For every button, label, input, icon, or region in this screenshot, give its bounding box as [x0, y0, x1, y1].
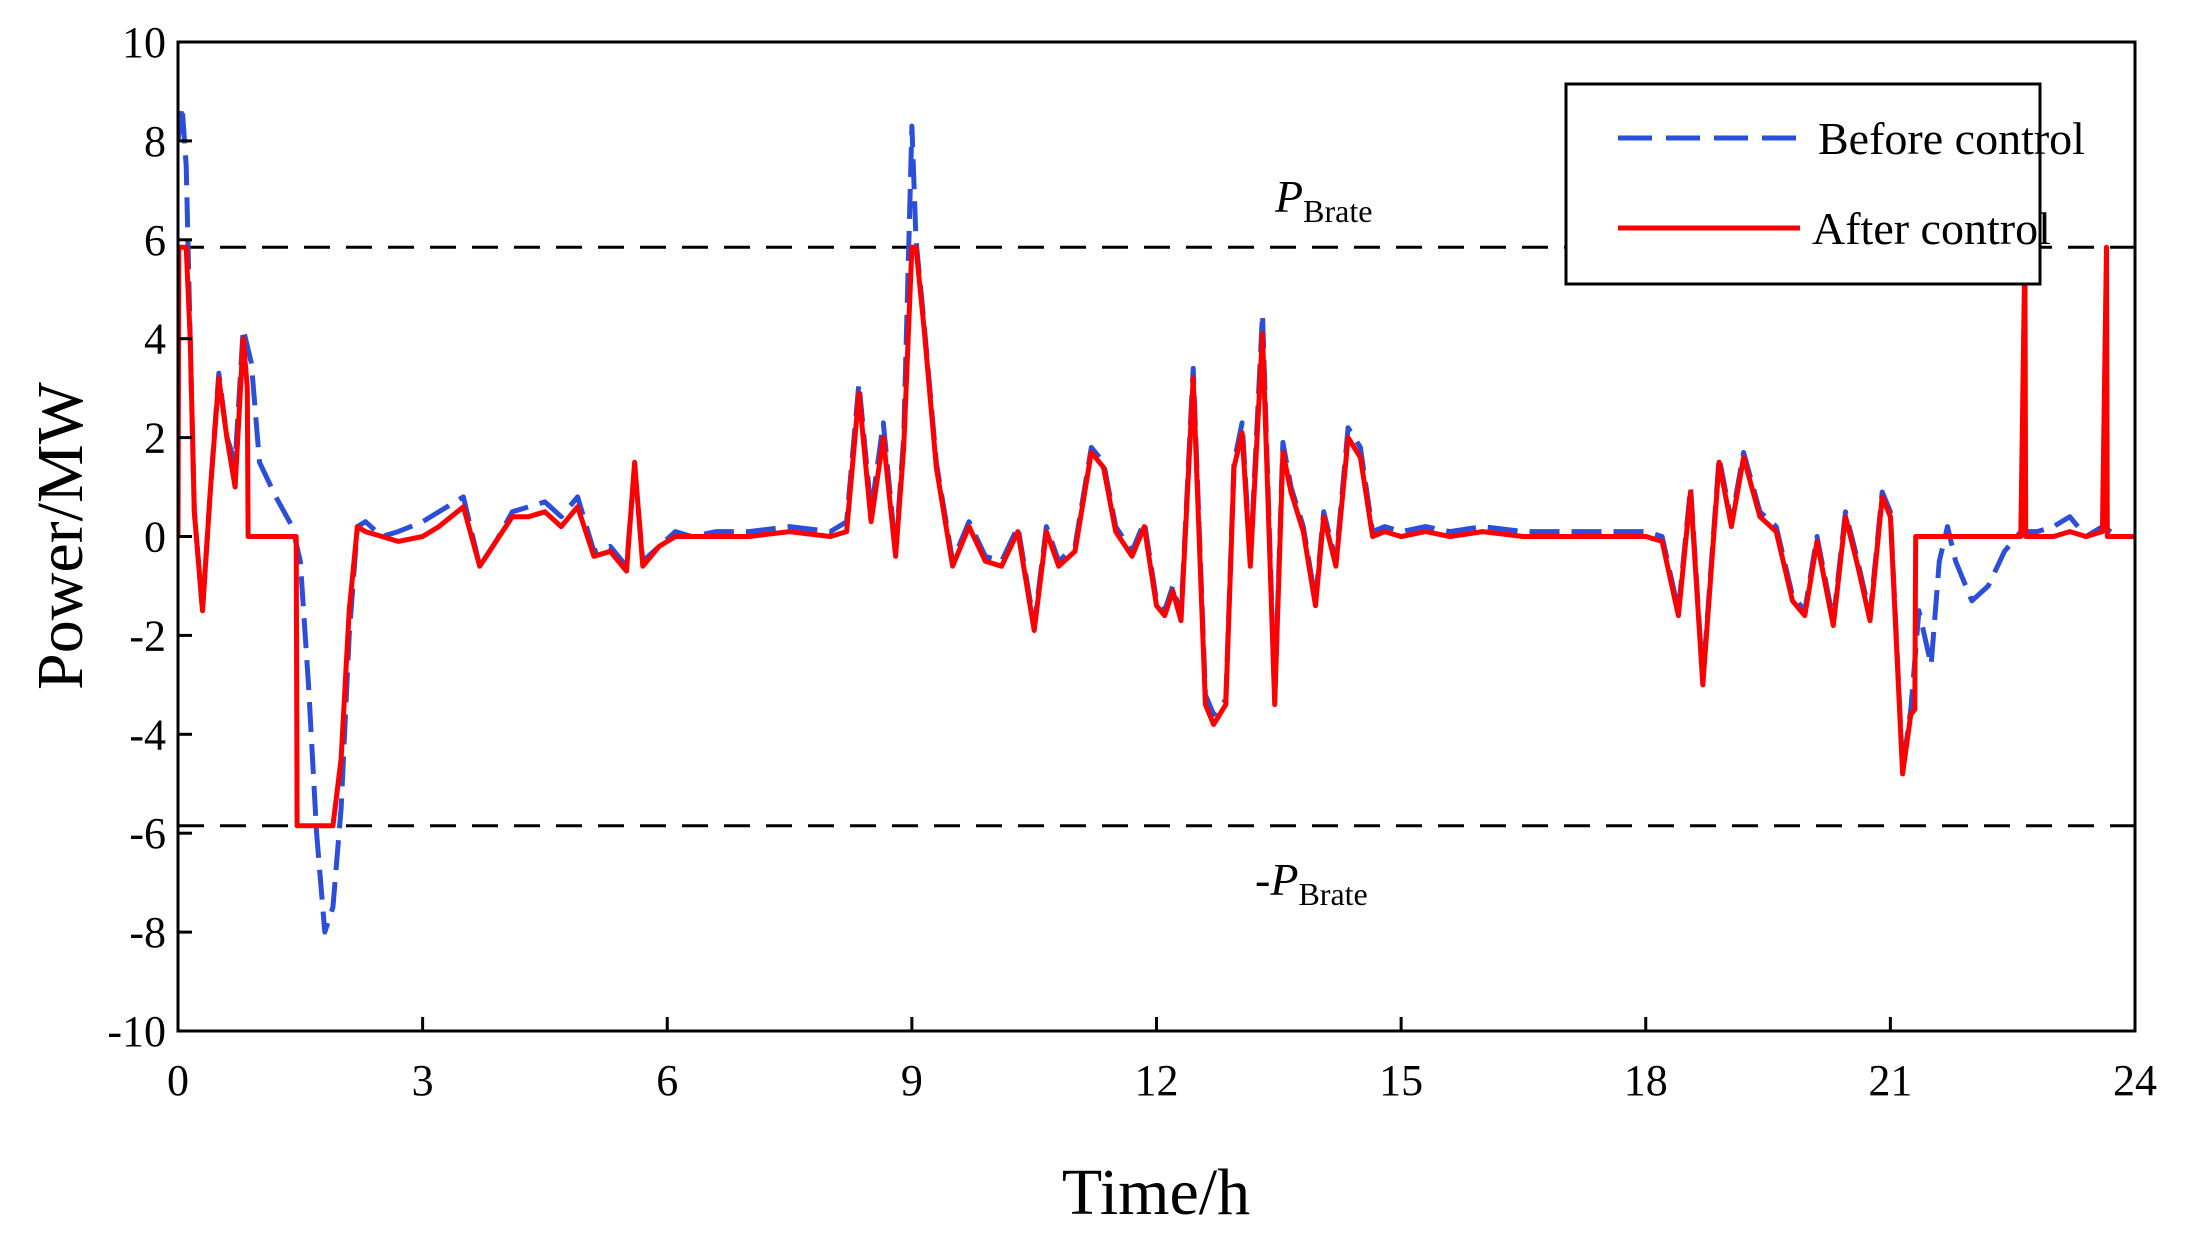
series-line-after-control: [178, 244, 2135, 829]
x-tick-label-24: 24: [2113, 1056, 2157, 1105]
series-layer: [178, 103, 2135, 935]
x-tick-label-9: 9: [901, 1056, 923, 1105]
x-tick-label-21: 21: [1868, 1056, 1912, 1105]
legend-label-before-control: Before control: [1818, 113, 2085, 164]
x-axis-title: Time/h: [1062, 1156, 1250, 1229]
p-brate-label-main: P: [1274, 171, 1303, 222]
x-axis-ticks: 0 3 6 9 12 15 18 21 24: [167, 1017, 2157, 1105]
p-brate-label-sub: Brate: [1303, 193, 1372, 229]
y-axis-ticks: -10 -8 -6 -4 -2 0 2 4 6 8 10: [107, 18, 192, 1056]
x-tick-label-0: 0: [167, 1056, 189, 1105]
neg-p-brate-label-main: P: [1269, 854, 1298, 905]
x-tick-label-6: 6: [656, 1056, 678, 1105]
y-axis-title: Power/MW: [24, 381, 97, 690]
y-tick-label--6: -6: [129, 809, 166, 858]
p-brate-label: PBrate: [1274, 171, 1372, 229]
legend-label-after-control: After control: [1812, 203, 2051, 254]
y-tick-label--10: -10: [107, 1007, 166, 1056]
neg-p-brate-label: -PBrate: [1255, 854, 1368, 912]
y-tick-label-6: 6: [144, 216, 166, 265]
x-tick-label-3: 3: [412, 1056, 434, 1105]
x-tick-label-12: 12: [1135, 1056, 1179, 1105]
x-tick-label-15: 15: [1379, 1056, 1423, 1105]
y-tick-label-0: 0: [144, 513, 166, 562]
legend-box: [1564, 82, 2042, 286]
y-tick-label--8: -8: [129, 908, 166, 957]
neg-p-brate-label-prefix: -: [1255, 854, 1270, 905]
neg-p-brate-label-sub: Brate: [1298, 876, 1367, 912]
y-tick-label--4: -4: [129, 710, 166, 759]
reference-lines: [178, 245, 2135, 828]
legend: Before control After control: [1564, 82, 2085, 286]
y-tick-label-10: 10: [122, 18, 166, 67]
x-tick-label-18: 18: [1624, 1056, 1668, 1105]
y-tick-label-4: 4: [144, 315, 166, 364]
y-tick-label-2: 2: [144, 414, 166, 463]
y-tick-label-8: 8: [144, 117, 166, 166]
y-tick-label--2: -2: [129, 611, 166, 660]
